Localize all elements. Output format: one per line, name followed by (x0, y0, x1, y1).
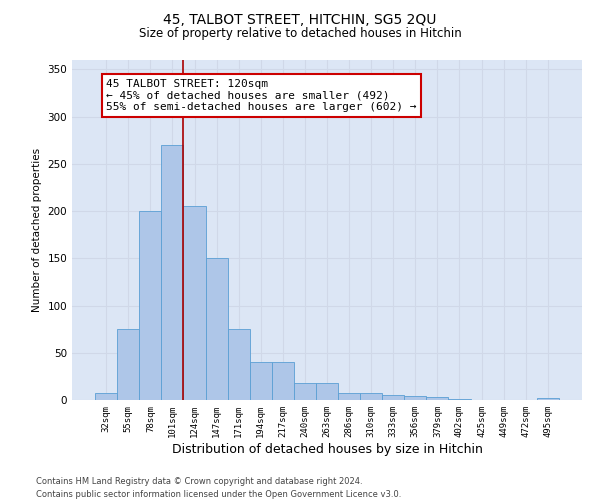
Bar (227, 329, 250, 400)
Bar (95, 394, 117, 400)
Bar (316, 383, 338, 400)
Bar (382, 396, 404, 400)
Text: Distribution of detached houses by size in Hitchin: Distribution of detached houses by size … (172, 442, 482, 456)
Bar (294, 383, 316, 400)
Bar (206, 258, 227, 400)
Bar (360, 394, 382, 400)
Bar (537, 398, 559, 400)
Bar (427, 397, 448, 400)
Bar (448, 399, 470, 400)
Bar (161, 145, 184, 400)
Bar (250, 362, 272, 400)
Bar (272, 362, 294, 400)
Bar (139, 211, 161, 400)
Bar (404, 396, 427, 400)
Bar (117, 329, 139, 400)
Text: Contains public sector information licensed under the Open Government Licence v3: Contains public sector information licen… (36, 490, 401, 499)
Text: Size of property relative to detached houses in Hitchin: Size of property relative to detached ho… (139, 28, 461, 40)
Bar (184, 206, 206, 400)
Bar (338, 394, 360, 400)
Text: 45, TALBOT STREET, HITCHIN, SG5 2QU: 45, TALBOT STREET, HITCHIN, SG5 2QU (163, 12, 437, 26)
Text: 45 TALBOT STREET: 120sqm
← 45% of detached houses are smaller (492)
55% of semi-: 45 TALBOT STREET: 120sqm ← 45% of detach… (106, 79, 417, 112)
Y-axis label: Number of detached properties: Number of detached properties (32, 148, 42, 312)
Text: Contains HM Land Registry data © Crown copyright and database right 2024.: Contains HM Land Registry data © Crown c… (36, 478, 362, 486)
